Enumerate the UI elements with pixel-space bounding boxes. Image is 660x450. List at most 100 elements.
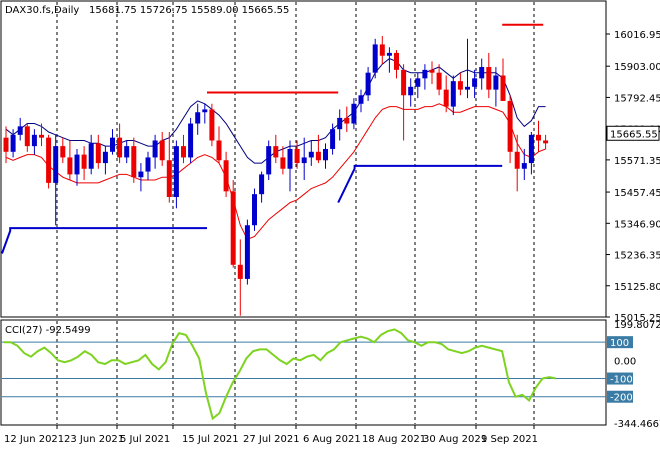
time-tick-label: 23 Jun 2021 bbox=[64, 434, 124, 445]
candle-body bbox=[195, 112, 201, 124]
time-tick-label: 30 Aug 2021 bbox=[423, 434, 487, 445]
candle-body bbox=[308, 151, 314, 158]
price-tick-label: 15792.45 bbox=[614, 93, 660, 104]
candle-body bbox=[31, 134, 37, 147]
time-tick-label: 12 Jun 2021 bbox=[4, 434, 64, 445]
candle-body bbox=[379, 44, 385, 56]
time-tick-label: 18 Aug 2021 bbox=[362, 434, 426, 445]
candle-body bbox=[188, 123, 194, 158]
price-tick-label: 16016.95 bbox=[614, 30, 660, 41]
cci-tick-label: 199.8072 bbox=[614, 320, 660, 331]
candle-body bbox=[88, 143, 94, 169]
price-tick-label: 15236.35 bbox=[614, 251, 660, 262]
price-tick-label: 15125.80 bbox=[614, 282, 660, 293]
lower-band-line bbox=[5, 103, 546, 241]
candle-body bbox=[39, 134, 44, 138]
time-tick-label: 27 Jul 2021 bbox=[243, 434, 300, 445]
candle-body bbox=[394, 52, 399, 70]
ohlc-header: 15681.75 15726.75 15589.00 15665.55 bbox=[89, 5, 289, 16]
cci-plot bbox=[2, 328, 606, 421]
candle-body bbox=[358, 95, 364, 104]
candle-body bbox=[344, 117, 350, 124]
candle-body bbox=[223, 160, 229, 192]
candle-body bbox=[429, 69, 435, 73]
candle-body bbox=[74, 154, 80, 175]
candle-body bbox=[280, 157, 286, 169]
price-tick-label: 15457.45 bbox=[614, 188, 660, 199]
candle-body bbox=[209, 109, 215, 141]
candle-body bbox=[244, 225, 250, 279]
candle-body bbox=[95, 143, 101, 164]
candle-body bbox=[159, 140, 165, 161]
cci-tick-highlight bbox=[607, 372, 633, 385]
candle-body bbox=[152, 140, 158, 158]
cci-line bbox=[4, 328, 557, 421]
cci-axis: 199.8072 100 0.00 -100 -200 -344.4667 bbox=[607, 320, 660, 430]
candle-body bbox=[237, 264, 243, 279]
candle-body bbox=[486, 67, 492, 90]
candle-body bbox=[422, 69, 428, 79]
price-tick-label: 15015.25 bbox=[614, 313, 660, 324]
candle-body bbox=[173, 146, 179, 197]
candle-body bbox=[145, 157, 151, 172]
candle-body bbox=[337, 117, 343, 130]
candle-body bbox=[266, 146, 272, 175]
current-price-label: 15665.55 bbox=[610, 129, 658, 140]
price-axis: 16016.9515903.0015792.4515681.8015571.35… bbox=[606, 30, 660, 324]
time-tick-label: 15 Jul 2021 bbox=[182, 434, 239, 445]
candle-body bbox=[415, 78, 421, 87]
candle-body bbox=[372, 44, 378, 73]
candle-body bbox=[252, 194, 257, 226]
candle-body bbox=[436, 72, 442, 90]
candle-body bbox=[330, 129, 336, 149]
cci-tick-label: -344.4667 bbox=[614, 419, 660, 430]
candle-body bbox=[315, 151, 321, 161]
candle-body bbox=[166, 160, 172, 197]
candle-body bbox=[202, 109, 208, 113]
chart-title: DAX30.fs,Daily bbox=[5, 5, 79, 16]
candle-body bbox=[131, 146, 137, 178]
candle-body bbox=[507, 100, 513, 152]
candle-body bbox=[386, 52, 392, 56]
cci-title: CCI(27) -92.5499 bbox=[5, 325, 91, 336]
candle-body bbox=[60, 146, 66, 158]
candle-body bbox=[500, 75, 506, 101]
candle-body bbox=[3, 137, 9, 152]
candle-body bbox=[138, 171, 144, 178]
candle-body bbox=[81, 154, 87, 169]
candle-body bbox=[528, 134, 534, 164]
candle-body bbox=[472, 78, 478, 87]
candle-body bbox=[536, 134, 541, 141]
price-tick-label: 15571.35 bbox=[614, 156, 660, 167]
cci-tick-label: 0.00 bbox=[614, 356, 636, 367]
cci-tick-highlight bbox=[607, 390, 633, 403]
candle-body bbox=[443, 89, 449, 107]
cci-tick-label: 100 bbox=[610, 338, 629, 349]
time-tick-label: 9 Sep 2021 bbox=[481, 434, 538, 445]
price-tick-label: 15903.00 bbox=[614, 62, 660, 73]
candle-body bbox=[287, 148, 293, 169]
price-plot bbox=[1, 23, 549, 316]
candle-body bbox=[351, 103, 357, 124]
candle-body bbox=[408, 86, 414, 96]
candle-body bbox=[465, 86, 470, 90]
time-tick-label: 6 Aug 2021 bbox=[303, 434, 361, 445]
candle-body bbox=[10, 134, 16, 152]
candle-body bbox=[102, 151, 108, 164]
price-level-line bbox=[337, 164, 503, 204]
candle-body bbox=[46, 137, 52, 183]
candle-body bbox=[521, 163, 527, 169]
candle-body bbox=[273, 146, 279, 158]
time-tick-label: 5 Jul 2021 bbox=[120, 434, 170, 445]
current-price-box bbox=[606, 125, 660, 141]
candle-body bbox=[124, 146, 130, 158]
candle-body bbox=[216, 140, 222, 161]
cci-tick-label: -200 bbox=[610, 393, 633, 404]
candle-body bbox=[110, 137, 115, 152]
candle-body bbox=[493, 75, 499, 90]
candle-body bbox=[450, 81, 456, 107]
candle-body bbox=[365, 72, 371, 96]
candle-body bbox=[181, 146, 186, 158]
cci-chart-frame bbox=[0, 319, 607, 426]
cci-tick-label: -100 bbox=[610, 375, 633, 386]
